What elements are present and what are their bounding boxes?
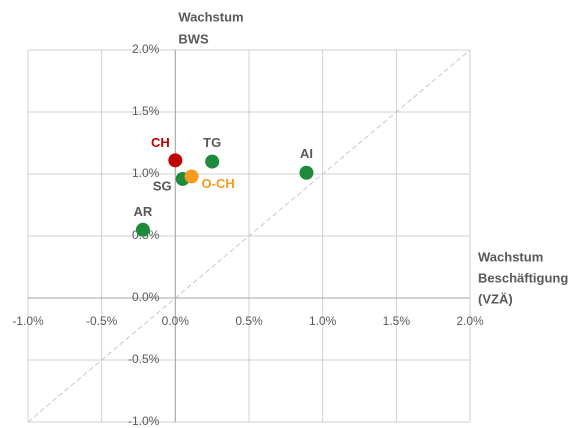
point	[135, 222, 150, 237]
point	[299, 165, 314, 180]
point-label: SG	[153, 178, 172, 193]
y-axis-label: BWS	[178, 31, 209, 46]
x-tick-label: 1.0%	[309, 314, 337, 328]
point	[168, 153, 183, 168]
y-axis-label: Wachstum	[178, 9, 243, 24]
point	[205, 154, 220, 169]
y-tick-label: 1.0%	[132, 166, 160, 180]
point-label: AR	[134, 204, 153, 219]
x-tick-label: 1.5%	[383, 314, 411, 328]
point-label: CH	[151, 135, 170, 150]
point	[184, 169, 199, 184]
point-label: TG	[203, 135, 221, 150]
x-axis-label: Beschäftigung	[478, 270, 568, 285]
x-tick-label: 2.0%	[456, 314, 484, 328]
y-tick-label: -1.0%	[128, 414, 160, 428]
point-label: O-CH	[202, 176, 235, 191]
point-label: AI	[300, 146, 313, 161]
y-tick-label: 0.0%	[132, 290, 160, 304]
x-tick-label: 0.5%	[235, 314, 263, 328]
diagonal	[27, 49, 471, 423]
y-tick-label: 2.0%	[132, 42, 160, 56]
y-tick-label: -0.5%	[128, 352, 160, 366]
y-tick-label: 1.5%	[132, 104, 160, 118]
x-axis-label: (VZÄ)	[478, 291, 513, 306]
x-axis-label: Wachstum	[478, 249, 543, 264]
x-tick-label: 0.0%	[162, 314, 190, 328]
x-tick-label: -0.5%	[86, 314, 118, 328]
x-tick-label: -1.0%	[12, 314, 44, 328]
